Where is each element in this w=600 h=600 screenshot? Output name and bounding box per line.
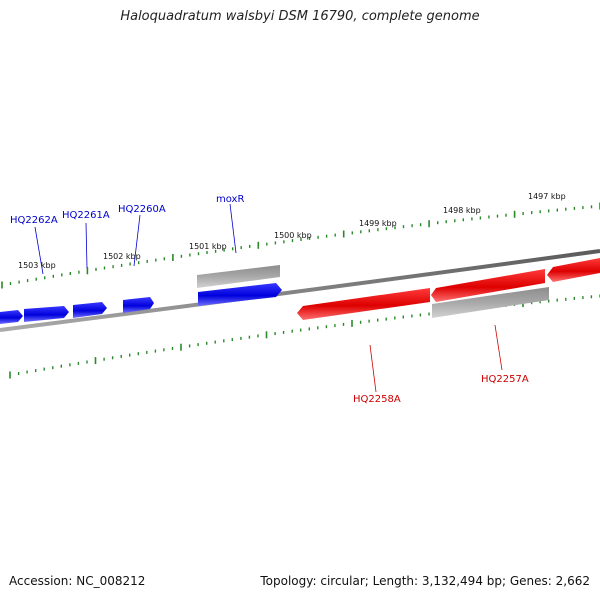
scale-label-1503: 1503 kbp	[18, 261, 56, 270]
leader-hq2262a	[34, 226, 44, 275]
leader-hq2260a	[133, 214, 141, 267]
outer-tick-ring	[1, 202, 600, 289]
leader-hq2258a	[369, 344, 377, 393]
scale-label-1499: 1499 kbp	[359, 219, 397, 228]
gene-label-hq2257a[interactable]: HQ2257A	[481, 374, 529, 385]
map-title: Haloquadratum walsbyi DSM 16790, complet…	[120, 9, 480, 24]
feature-gray-upper[interactable]	[197, 265, 280, 288]
scale-label-1498: 1498 kbp	[443, 206, 481, 215]
leader-moxr	[229, 203, 237, 254]
gene-label-hq2258a[interactable]: HQ2258A	[353, 394, 401, 405]
genome-summary-text: Topology: circular; Length: 3,132,494 bp…	[260, 574, 590, 588]
gene-arrow-hq2262a[interactable]	[0, 310, 23, 324]
gene-arrow-hq2256a[interactable]	[547, 258, 600, 282]
gene-arrow-hq2258a[interactable]	[297, 288, 430, 320]
gene-arrow-hq2257a[interactable]	[431, 269, 545, 302]
accession-text: Accession: NC_008212	[9, 574, 146, 588]
gene-arrow-hq2260a[interactable]	[73, 302, 107, 318]
gene-label-moxr[interactable]: moxR	[216, 194, 244, 205]
genome-backbone	[0, 249, 600, 332]
feature-gray-lower[interactable]	[432, 287, 549, 318]
scale-label-1501: 1501 kbp	[189, 242, 227, 251]
gene-arrow-moxr-left[interactable]	[123, 297, 154, 313]
gene-label-hq2262a[interactable]: HQ2262A	[10, 215, 58, 226]
gene-arrow-hq2261a[interactable]	[24, 306, 69, 322]
leader-hq2257a	[494, 324, 503, 371]
gene-arrow-moxr[interactable]	[198, 283, 282, 306]
leader-hq2261a	[85, 222, 88, 269]
scale-label-1497: 1497 kbp	[528, 192, 566, 201]
gene-label-hq2260a[interactable]: HQ2260A	[118, 204, 166, 215]
scale-label-1502: 1502 kbp	[103, 252, 141, 261]
scale-label-1500: 1500 kbp	[274, 231, 312, 240]
gene-label-hq2261a[interactable]: HQ2261A	[62, 210, 110, 221]
